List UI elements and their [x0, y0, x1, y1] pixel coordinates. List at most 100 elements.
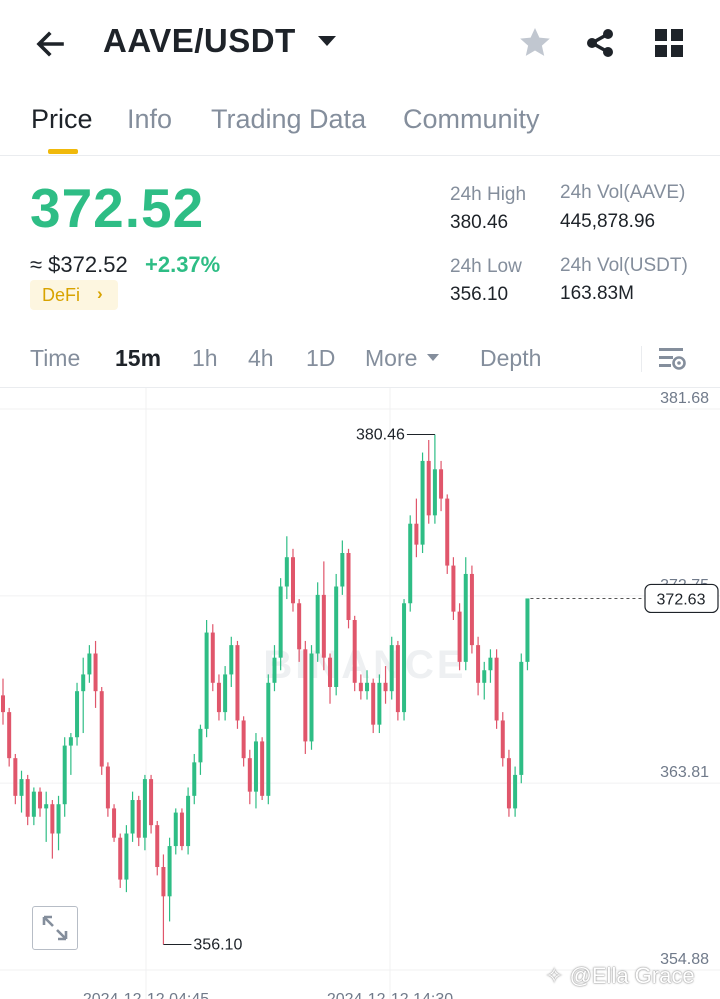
candle-body: [155, 825, 160, 868]
price-change-percent: +2.37%: [145, 252, 221, 277]
candle-body: [488, 657, 493, 671]
y-axis-label: 363.81: [660, 764, 709, 781]
candle-body: [358, 682, 363, 692]
candle-body: [297, 603, 302, 650]
interval-4h[interactable]: 4h: [248, 345, 274, 371]
candle-body: [272, 657, 277, 683]
candle-body: [179, 812, 184, 847]
candle-body: [204, 632, 209, 729]
candle-body: [439, 469, 444, 499]
approx-usd-price: ≈ $372.52: [30, 252, 128, 277]
candle-body: [13, 758, 18, 796]
candle-body: [371, 682, 376, 725]
candle-body: [161, 867, 166, 897]
category-tag[interactable]: [30, 280, 118, 310]
candle-body: [476, 645, 481, 683]
high-marker-label: 380.46: [356, 427, 405, 444]
candle-body: [75, 691, 80, 738]
candle-body: [118, 837, 123, 880]
candle-body: [445, 498, 450, 566]
chart-settings-icon[interactable]: [656, 344, 688, 374]
pair-title[interactable]: AAVE/USDT: [103, 22, 296, 59]
candle-body: [463, 573, 468, 662]
current-price-tag: [644, 583, 719, 614]
interval-15m[interactable]: 15m: [115, 345, 162, 371]
candle-body: [346, 553, 351, 621]
high-value: 380.46: [450, 212, 509, 233]
candle-body: [377, 682, 382, 725]
candle-body: [68, 737, 73, 746]
interval-more[interactable]: More: [365, 345, 418, 371]
candle-body: [420, 460, 425, 545]
candle-body: [186, 795, 191, 847]
low-marker-label: 356.10: [193, 936, 242, 953]
candle-body: [62, 745, 67, 805]
candle-body: [7, 712, 12, 759]
candle-body: [235, 645, 240, 721]
candle-body: [365, 682, 370, 692]
interval-1d[interactable]: 1D: [306, 345, 336, 371]
candle-body: [494, 657, 499, 721]
expand-icon[interactable]: [32, 906, 78, 950]
candle-body: [266, 682, 271, 796]
share-icon[interactable]: [583, 26, 617, 60]
candle-body: [99, 691, 104, 767]
candle-body: [383, 682, 388, 692]
candle-body: [173, 812, 178, 847]
candle-body: [167, 846, 172, 897]
tab-info[interactable]: Info: [127, 104, 173, 134]
tab-community[interactable]: Community: [403, 104, 540, 134]
active-tab-indicator: [48, 149, 78, 154]
grid-icon[interactable]: [654, 28, 684, 58]
candle-body: [469, 573, 474, 646]
candle-body: [340, 553, 345, 587]
candle-body: [309, 653, 314, 742]
divider: [0, 387, 720, 388]
back-arrow-icon[interactable]: [32, 24, 72, 64]
candle-body: [124, 833, 129, 880]
candle-body: [44, 804, 49, 809]
chart-watermark: BINANCE: [263, 643, 466, 687]
depth-tab[interactable]: Depth: [480, 345, 542, 371]
candle-body: [513, 774, 518, 809]
interval-1h[interactable]: 1h: [192, 345, 218, 371]
candle-body: [408, 523, 413, 604]
candle-body: [290, 557, 295, 604]
candle-body: [149, 779, 154, 826]
candle-body: [241, 720, 246, 759]
candle-body: [38, 791, 43, 809]
current-price-label: 372.63: [657, 591, 706, 608]
high-label: 24h High: [450, 184, 527, 205]
caret-down-icon[interactable]: [318, 36, 336, 46]
x-axis-label: 2024-12-12 04:45: [83, 991, 209, 999]
candle-body: [328, 657, 333, 687]
interval-time[interactable]: Time: [30, 345, 81, 371]
x-axis-label: 2024-12-12 14:30: [327, 991, 453, 999]
candle-body: [142, 779, 147, 838]
candle-body: [303, 649, 308, 742]
candle-body: [105, 766, 110, 809]
candlestick-chart[interactable]: BINANCE 381.68372.75363.81354.882024-12-…: [0, 388, 720, 999]
star-icon[interactable]: [518, 26, 552, 60]
tab-price[interactable]: Price: [31, 104, 93, 134]
candle-body: [402, 603, 407, 713]
caret-down-icon[interactable]: [427, 354, 439, 361]
candle-body: [198, 728, 203, 763]
vol-quote-value: 163.83M: [560, 283, 634, 304]
candle-body: [112, 808, 117, 838]
candle-body: [93, 653, 98, 692]
candle-body: [457, 611, 462, 662]
divider: [641, 346, 642, 372]
candle-body: [130, 800, 135, 834]
candle-body: [426, 460, 431, 516]
tab-trading-data[interactable]: Trading Data: [211, 104, 367, 134]
divider: [0, 155, 720, 156]
last-price: 372.52: [30, 177, 205, 239]
vol-quote-label: 24h Vol(USDT): [560, 255, 688, 276]
low-value: 356.10: [450, 284, 509, 305]
candle-body: [525, 598, 530, 662]
candle-body: [50, 804, 55, 834]
vol-base-label: 24h Vol(AAVE): [560, 182, 686, 203]
candle-body: [260, 741, 265, 796]
candle-body: [395, 645, 400, 713]
